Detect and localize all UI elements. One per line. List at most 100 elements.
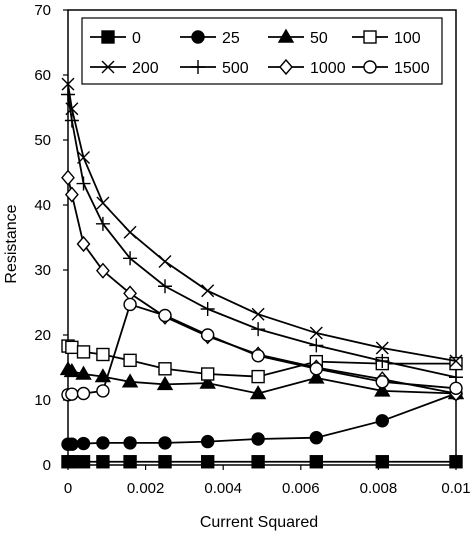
legend-item-25: 25 (180, 30, 240, 47)
legend-item-100: 100 (352, 30, 421, 47)
data-point (61, 169, 75, 186)
data-point (95, 216, 110, 231)
y-tick-label: 30 (34, 262, 51, 279)
data-point (251, 369, 265, 384)
x-axis-title: Current Squared (200, 514, 318, 531)
legend-label: 100 (394, 30, 421, 47)
data-point (61, 77, 75, 91)
legend-label: 1000 (310, 60, 346, 77)
data-point (375, 455, 389, 469)
legend-label: 200 (132, 60, 159, 77)
x-tick-label: 0.002 (127, 480, 165, 497)
data-point (96, 196, 110, 210)
data-point (158, 279, 172, 294)
legend-item-500: 500 (180, 60, 249, 77)
data-point (375, 341, 389, 355)
data-point (158, 455, 172, 469)
data-point (123, 297, 137, 312)
data-point (64, 186, 79, 203)
data-point (249, 385, 267, 400)
y-tick-label: 50 (34, 132, 51, 149)
data-point (64, 113, 79, 128)
data-point (156, 376, 174, 391)
data-point (200, 328, 215, 342)
data-point (75, 365, 92, 380)
x-tick-label: 0.006 (282, 480, 320, 497)
legend-label: 25 (222, 30, 240, 47)
data-point (309, 455, 324, 469)
data-point (199, 374, 216, 389)
data-point (76, 386, 91, 401)
data-point (308, 369, 325, 384)
data-point (158, 255, 172, 269)
series-200 (61, 77, 463, 368)
data-point (96, 455, 110, 469)
data-point (375, 375, 389, 389)
data-point (449, 455, 463, 469)
y-axis-title: Resistance (3, 204, 20, 283)
legend-marker (363, 60, 377, 74)
data-point (449, 381, 463, 395)
data-point (123, 353, 137, 368)
legend-item-1000: 1000 (268, 58, 346, 77)
y-tick-label: 20 (34, 327, 51, 344)
data-point (200, 302, 215, 316)
data-point (123, 251, 138, 266)
legend-label: 0 (132, 30, 141, 47)
data-point (61, 87, 75, 102)
legend-label: 1500 (394, 60, 430, 77)
x-tick-label: 0.004 (204, 480, 242, 497)
data-point (158, 308, 172, 323)
series-layer (59, 77, 465, 469)
data-point (96, 384, 110, 398)
legend-item-50: 50 (268, 28, 328, 47)
data-point (200, 455, 215, 469)
series-500 (61, 87, 463, 385)
data-point (123, 225, 137, 239)
legend-label: 50 (310, 30, 328, 47)
x-tick-label: 0.008 (360, 480, 398, 497)
legend-box (81, 17, 443, 85)
data-point (95, 262, 110, 279)
data-point (123, 436, 137, 450)
series-1500 (61, 297, 463, 402)
legend-label: 500 (222, 60, 249, 77)
data-point (65, 437, 79, 451)
data-point (375, 354, 390, 368)
axes: 0 10 20 30 40 50 60 70 0 0.002 0.004 0.006 0.008 0.01 (34, 2, 470, 497)
data-point (96, 347, 110, 362)
data-point (65, 455, 79, 469)
y-tick-label: 60 (34, 67, 51, 84)
data-point (63, 363, 81, 378)
legend-marker (277, 28, 295, 43)
legend-item-1500: 1500 (352, 60, 430, 77)
data-point (200, 367, 215, 381)
legend-item-200: 200 (90, 60, 159, 77)
y-tick-label: 0 (43, 457, 51, 474)
data-point (251, 349, 265, 363)
legend-marker (101, 30, 115, 44)
data-point (200, 434, 215, 449)
data-point (123, 455, 137, 469)
data-point (65, 387, 79, 401)
data-point (309, 338, 324, 353)
y-tick-label: 70 (34, 2, 51, 19)
data-point (158, 362, 172, 376)
legend: 0 25 50 100 200 500 1000 1500 (81, 17, 443, 85)
x-tick-label: 0 (64, 480, 72, 497)
y-tick-label: 10 (34, 392, 51, 409)
data-point (251, 455, 265, 469)
data-point (76, 455, 91, 469)
data-point (65, 340, 79, 355)
data-point (76, 436, 91, 451)
data-point (96, 436, 110, 450)
data-point (251, 307, 265, 321)
y-tick-label: 40 (34, 197, 51, 214)
data-point (201, 284, 215, 298)
legend-marker (279, 58, 293, 76)
data-point (158, 436, 172, 450)
data-point (251, 432, 265, 446)
x-tick-label: 0.01 (441, 480, 470, 497)
data-point (121, 373, 139, 388)
